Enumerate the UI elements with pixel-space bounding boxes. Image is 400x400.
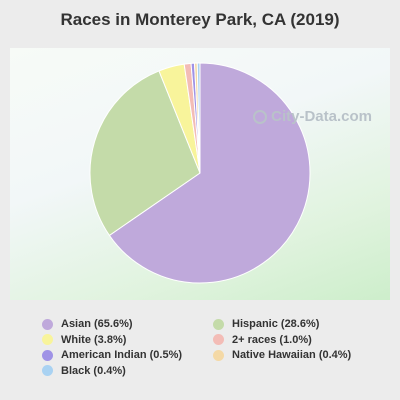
legend-swatch: [42, 334, 53, 345]
magnifier-icon: [253, 109, 268, 124]
legend-item-american-indian: American Indian (0.5%): [42, 349, 182, 361]
watermark-text: City-Data.com: [271, 108, 372, 125]
legend-item-white: White (3.8%): [42, 334, 126, 346]
legend-swatch: [42, 365, 53, 376]
legend-swatch: [42, 349, 53, 361]
legend-label: White (3.8%): [61, 333, 127, 346]
legend-item-asian: Asian (65.6%): [42, 318, 133, 330]
legend-label: Native Hawaiian (0.4%): [232, 349, 352, 361]
pie-chart: [89, 62, 311, 284]
legend-label: Black (0.4%): [61, 364, 126, 377]
legend-label: Asian (65.6%): [61, 318, 133, 330]
pie-slice-black: [196, 62, 201, 174]
watermark: City-Data.com: [253, 108, 372, 125]
legend-swatch: [42, 318, 53, 330]
legend-label: Hispanic (28.6%): [232, 318, 320, 330]
legend-label: American Indian (0.5%): [61, 349, 183, 361]
chart-title: Races in Monterey Park, CA (2019): [60, 10, 340, 29]
legend-swatch: [213, 349, 224, 361]
legend-item-native-hawaiian: Native Hawaiian (0.4%): [213, 349, 351, 361]
legend-item-black: Black (0.4%): [42, 365, 126, 377]
legend-swatch: [213, 334, 224, 345]
legend-label: 2+ races (1.0%): [232, 333, 312, 346]
pie-slice-hispanic: [89, 70, 201, 237]
legend-swatch: [213, 318, 224, 330]
plot-area: City-Data.com: [10, 48, 390, 300]
legend-item-hispanic: Hispanic (28.6%): [213, 318, 319, 330]
legend-item-2-races: 2+ races (1.0%): [213, 334, 312, 346]
